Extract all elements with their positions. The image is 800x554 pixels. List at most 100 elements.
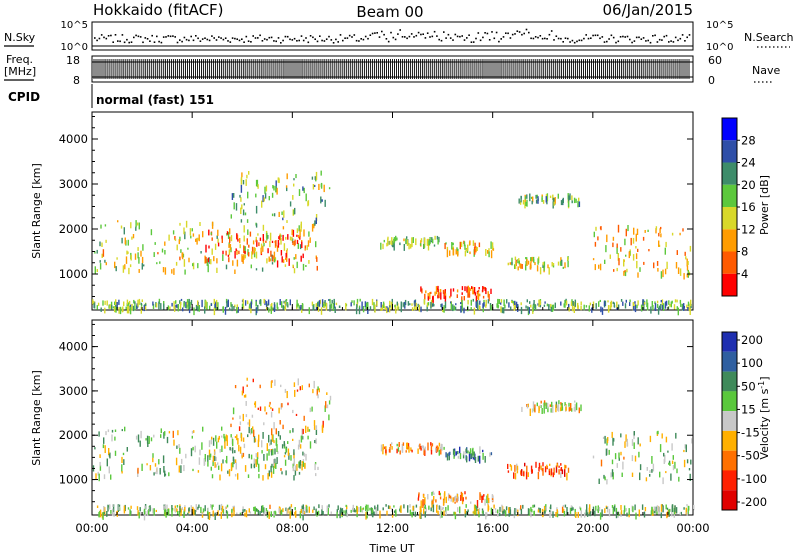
scatter-mark — [409, 504, 411, 508]
scatter-mark — [525, 201, 527, 206]
scatter-mark — [553, 201, 555, 206]
scatter-mark — [439, 510, 442, 519]
scatter-mark — [509, 509, 512, 515]
scatter-mark — [121, 237, 123, 244]
scatter-mark — [520, 302, 522, 306]
scatter-mark — [317, 394, 319, 399]
scatter-mark — [554, 302, 556, 309]
scatter-mark — [668, 462, 670, 465]
scatter-mark — [252, 378, 254, 383]
scatter-mark — [597, 505, 599, 514]
scatter-mark — [268, 470, 270, 477]
scatter-mark — [382, 243, 384, 250]
scatter-mark — [406, 239, 409, 246]
scatter-mark — [99, 454, 101, 458]
scatter-mark — [207, 512, 210, 520]
scatter-mark — [296, 261, 298, 269]
scatter-mark — [620, 512, 622, 517]
scatter-mark — [241, 303, 244, 309]
scatter-mark — [436, 235, 439, 240]
scatter-mark — [231, 512, 233, 518]
colorbar-segment — [722, 162, 737, 185]
scatter-mark — [454, 306, 457, 311]
scatter-mark — [212, 504, 214, 507]
scatter-mark — [178, 511, 181, 517]
scatter-mark — [473, 451, 475, 458]
scatter-mark — [230, 434, 232, 438]
scatter-mark — [205, 256, 207, 264]
scatter-mark — [315, 303, 317, 308]
scatter-mark — [134, 302, 136, 311]
scatter-mark — [645, 477, 648, 482]
scatter-mark — [497, 298, 499, 306]
scatter-mark — [516, 463, 518, 471]
scatter-mark — [585, 509, 587, 515]
scatter-mark — [556, 509, 558, 514]
scatter-mark — [472, 298, 474, 302]
scatter-mark — [604, 476, 606, 481]
scatter-mark — [646, 467, 648, 471]
scatter-mark — [685, 507, 687, 515]
scatter-mark — [226, 435, 228, 442]
scatter-mark — [534, 404, 536, 413]
scatter-mark — [467, 299, 469, 305]
scatter-mark — [295, 174, 297, 179]
scatter-mark — [186, 301, 188, 307]
scatter-mark — [271, 213, 274, 217]
scatter-mark — [174, 238, 177, 241]
scatter-mark — [607, 300, 609, 303]
scatter-mark — [208, 512, 211, 520]
scatter-mark — [115, 266, 117, 272]
nsky-point — [96, 39, 98, 42]
scatter-mark — [548, 468, 550, 472]
scatter-mark — [178, 465, 180, 473]
scatter-mark — [606, 507, 608, 509]
scatter-mark — [140, 304, 143, 307]
scatter-mark — [686, 265, 689, 271]
scatter-mark — [163, 505, 165, 510]
scatter-mark — [241, 452, 243, 457]
scatter-mark — [255, 268, 258, 271]
scatter-mark — [573, 302, 576, 307]
scatter-mark — [205, 244, 207, 253]
scatter-mark — [189, 228, 192, 236]
scatter-mark — [488, 251, 490, 258]
scatter-mark — [104, 307, 106, 314]
scatter-mark — [281, 301, 283, 308]
nsky-point — [183, 36, 186, 39]
scatter-mark — [171, 505, 173, 513]
scatter-mark — [580, 301, 582, 306]
nsky-point — [569, 41, 571, 43]
scatter-mark — [298, 471, 301, 475]
scatter-mark — [174, 305, 176, 312]
scatter-mark — [552, 265, 555, 268]
scatter-mark — [534, 304, 536, 310]
scatter-mark — [589, 512, 591, 517]
scatter-mark — [251, 246, 254, 255]
scatter-mark — [652, 463, 655, 472]
scatter-mark — [570, 403, 572, 411]
scatter-mark — [510, 465, 513, 471]
scatter-mark — [281, 211, 283, 215]
scatter-mark — [331, 299, 333, 304]
scatter-mark — [277, 177, 279, 183]
scatter-mark — [215, 464, 218, 468]
scatter-mark — [427, 296, 430, 301]
scatter-mark — [230, 214, 232, 219]
scatter-mark — [114, 429, 117, 432]
scatter-mark — [605, 448, 608, 456]
scatter-mark — [574, 299, 576, 307]
scatter-mark — [622, 461, 624, 470]
scatter-mark — [245, 414, 248, 418]
scatter-mark — [328, 400, 331, 405]
scatter-mark — [293, 458, 295, 466]
scatter-mark — [268, 256, 270, 262]
scatter-mark — [177, 511, 179, 515]
scatter-mark — [184, 507, 186, 512]
scatter-mark — [520, 195, 522, 203]
scatter-mark — [507, 470, 510, 473]
scatter-mark — [572, 507, 574, 511]
nsky-point — [463, 39, 466, 41]
scatter-mark — [492, 246, 494, 249]
scatter-mark — [520, 472, 523, 476]
